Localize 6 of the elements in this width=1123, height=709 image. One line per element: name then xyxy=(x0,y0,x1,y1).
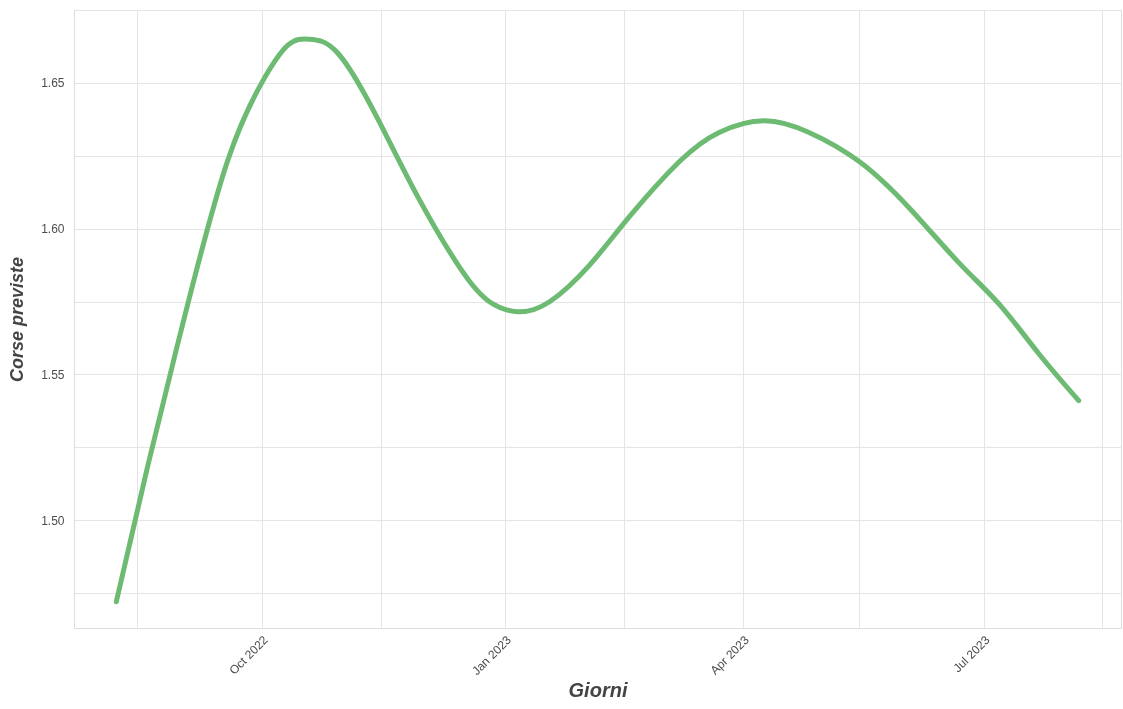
y-tick-label: 1.65 xyxy=(41,76,65,91)
x-axis-title: Giorni xyxy=(568,679,628,702)
y-tick-label: 1.60 xyxy=(41,222,65,237)
y-axis-title: Corse previste xyxy=(7,256,28,383)
y-tick-label: 1.50 xyxy=(41,513,65,528)
y-tick-label: 1.55 xyxy=(41,367,65,382)
